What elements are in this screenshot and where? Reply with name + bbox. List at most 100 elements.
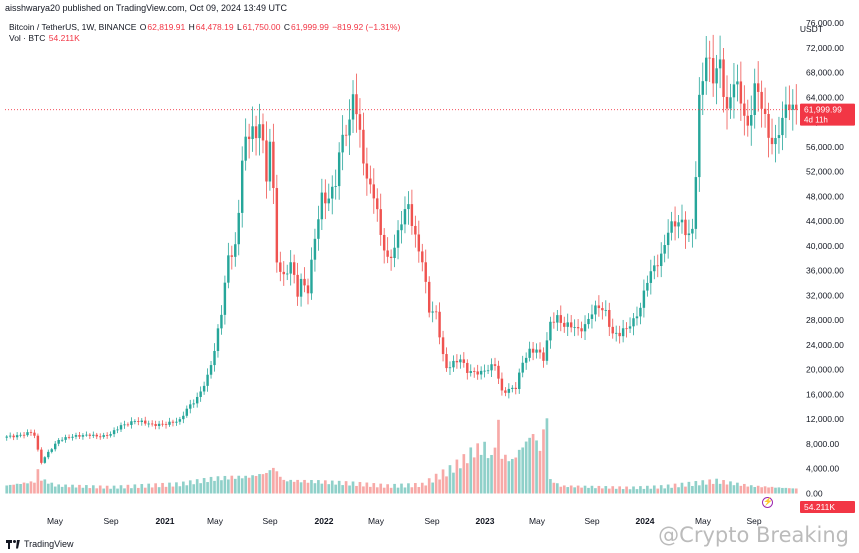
price-tick-label: 28,000.00 [806,315,844,325]
volume-bar [261,474,265,494]
candle-body [608,309,611,327]
volume-bar [206,482,209,494]
candle-body [576,327,580,329]
time-tick-label: May [207,516,224,526]
volume-bar [213,480,216,494]
volume-bar [718,483,722,494]
last-price-tag [800,103,855,126]
time-tick-label: 2024 [636,516,655,526]
candle-body [327,198,330,204]
candle-body [656,265,659,267]
volume-bar [19,484,22,494]
volume-bar [254,475,258,494]
symbol-label[interactable]: Bitcoin / TetherUS, 1W, BINANCE [9,22,137,32]
volume-bar [313,483,317,494]
volume-bar [237,475,241,494]
candle-body [469,371,472,373]
volume-bar [192,484,196,494]
candle-body [81,435,85,437]
low-value: 61,750.00 [242,22,281,32]
tradingview-brand[interactable]: TradingView [24,539,74,549]
candle-body [635,316,639,319]
volume-bar [452,472,455,494]
candle-body [743,103,746,116]
volume-bar [510,458,514,494]
volume-bar [524,441,528,494]
volume-bar [739,485,743,494]
price-tick-label: 12,000.00 [806,414,844,424]
candle-body [303,278,306,286]
volume-bar [708,479,712,494]
candle-body [400,224,403,231]
time-tick-label: 2022 [315,516,334,526]
price-tick-label: 16,000.00 [806,389,844,399]
candle-body [781,117,784,136]
volume-bar [725,484,729,494]
candle-body [185,408,189,416]
volume-bar [199,483,202,494]
candle-body [348,119,351,136]
candle-body [144,420,147,424]
volume-label[interactable]: Vol · BTC [9,33,46,43]
volume-bar [742,483,746,494]
published-by-line: aisshwarya20 published on TradingView.co… [5,3,287,13]
candle-body [237,212,240,245]
candle-body [67,437,71,438]
volume-bar [729,481,732,494]
candle-body [756,83,760,92]
volume-bar [278,476,282,494]
candle-body [556,315,559,323]
volume-bar [74,487,78,494]
candle-body [493,364,497,366]
candle-body [223,282,227,315]
candle-body [150,423,154,425]
volume-bar [497,419,500,494]
volume-bar [781,487,784,494]
volume-bar [258,474,261,494]
candle-body [705,57,708,82]
candle-body [244,136,247,161]
volume-bar [202,478,206,494]
volume-bar [289,479,293,494]
volume-bar [597,485,601,494]
price-tick-label: 68,000.00 [806,68,844,78]
volume-bar [310,480,313,494]
low-label: L [236,22,242,32]
volume-bar [327,484,331,494]
candle-body [597,305,601,309]
tradingview-logo-icon [6,539,20,549]
candle-body [216,328,220,351]
volume-bar [590,485,594,494]
volume-bar [549,479,552,494]
candle-body [666,232,670,246]
volume-bar [164,486,168,494]
volume-bar [441,469,445,494]
candle-body [344,134,348,136]
volume-bar [542,429,545,494]
candle-body [784,104,788,118]
volume-bar [209,476,213,494]
price-tick-label: 32,000.00 [806,290,844,300]
candle-body [8,435,12,437]
volume-bar [770,486,774,494]
volume-bar [320,483,324,494]
candle-body [116,429,119,431]
high-value: 64,478.19 [195,22,234,32]
volume-bar [168,482,171,494]
candle-body [746,115,750,126]
candle-body [85,434,88,436]
volume-bar [375,487,379,494]
high-label: H [188,22,195,32]
time-tick-label: 2021 [156,516,175,526]
time-tick-label: May [47,516,64,526]
volume-bar [136,487,140,494]
candle-body [289,262,292,274]
candle-body [50,449,53,452]
volume-bar [126,484,130,494]
currency-button[interactable]: USDT [799,24,823,34]
volume-bar [465,463,469,494]
flash-icon[interactable]: ⚡ [762,497,773,508]
candle-body [282,271,285,275]
volume-bar [140,484,144,494]
